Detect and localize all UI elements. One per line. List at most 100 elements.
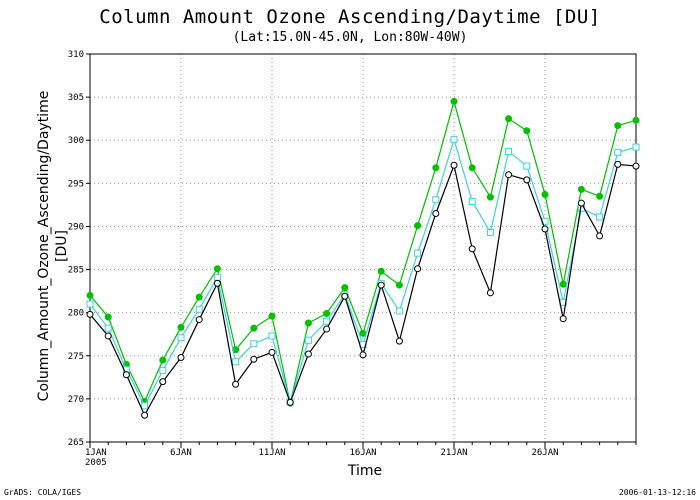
y-tick-label: 290 <box>68 222 84 232</box>
x-tick-label: 1JAN <box>85 448 107 458</box>
y-axis-title: Column_Amount_Ozone_Ascending/Daytime <box>36 91 52 402</box>
data-point <box>250 324 258 332</box>
data-point <box>268 332 276 340</box>
data-point <box>523 162 531 170</box>
data-point <box>432 196 440 204</box>
y-tick-label: 280 <box>68 309 84 319</box>
data-point <box>505 147 513 155</box>
data-point <box>341 292 349 300</box>
data-point <box>304 350 312 358</box>
data-point <box>395 307 403 315</box>
data-point <box>632 143 640 151</box>
data-point <box>177 323 185 331</box>
data-point <box>505 115 513 123</box>
data-point <box>450 97 458 105</box>
y-axis-unit: [DU] <box>54 230 70 262</box>
data-point <box>523 127 531 135</box>
data-point <box>268 348 276 356</box>
data-point <box>250 355 258 363</box>
data-point <box>541 225 549 233</box>
x-axis-title: Time <box>347 463 382 479</box>
grid <box>90 54 636 442</box>
data-point <box>541 191 549 199</box>
data-point <box>177 354 185 362</box>
data-point <box>486 193 494 201</box>
data-point <box>122 371 130 379</box>
y-tick-label: 285 <box>68 266 84 276</box>
x-tick-label: 26JAN <box>531 448 558 458</box>
footer-timestamp: 2006-01-13-12:16 <box>618 488 696 497</box>
data-point <box>450 135 458 143</box>
data-point <box>395 281 403 289</box>
footer-credit: GrADS: COLA/IGES <box>4 488 82 497</box>
data-point <box>559 280 567 288</box>
data-point <box>614 122 622 130</box>
x-tick-label: 11JAN <box>258 448 285 458</box>
y-tick-label: 265 <box>68 438 84 448</box>
data-point <box>86 291 94 299</box>
data-point <box>323 317 331 325</box>
data-point <box>432 210 440 218</box>
data-point <box>195 293 203 301</box>
data-point <box>141 411 149 419</box>
plot-frame <box>89 53 637 443</box>
data-point <box>559 315 567 323</box>
data-point <box>232 358 240 366</box>
data-point <box>486 289 494 297</box>
data-point <box>414 222 422 230</box>
data-point <box>577 185 585 193</box>
chart-title: Column Amount Ozone Ascending/Daytime [D… <box>99 6 601 28</box>
series-group <box>86 97 640 419</box>
data-point <box>432 164 440 172</box>
data-point <box>414 265 422 273</box>
data-point <box>213 265 221 273</box>
data-point <box>323 310 331 318</box>
data-point <box>304 319 312 327</box>
data-point <box>104 332 112 340</box>
data-point <box>632 162 640 170</box>
data-point <box>596 192 604 200</box>
data-point <box>213 273 221 281</box>
x-tick-label: 21JAN <box>440 448 467 458</box>
data-point <box>159 366 167 374</box>
data-point <box>468 164 476 172</box>
data-point <box>195 305 203 313</box>
data-point <box>486 228 494 236</box>
data-point <box>505 171 513 179</box>
data-point <box>159 378 167 386</box>
data-point <box>177 334 185 342</box>
data-point <box>632 116 640 124</box>
data-point <box>414 249 422 257</box>
data-point <box>250 340 258 348</box>
series-1 <box>86 97 640 407</box>
data-point <box>395 337 403 345</box>
data-point <box>614 160 622 168</box>
data-point <box>450 161 458 169</box>
data-point <box>323 325 331 333</box>
data-point <box>213 279 221 287</box>
data-point <box>159 356 167 364</box>
series-3 <box>86 160 640 419</box>
data-point <box>86 300 94 308</box>
data-point <box>523 176 531 184</box>
y-tick-label: 300 <box>68 136 84 146</box>
data-point <box>468 197 476 205</box>
data-point <box>86 310 94 318</box>
data-point <box>468 245 476 253</box>
data-point <box>377 281 385 289</box>
data-point <box>596 213 604 221</box>
data-point <box>377 267 385 275</box>
data-point <box>232 380 240 388</box>
chart-subtitle: (Lat:15.0N-45.0N, Lon:80W-40W) <box>232 30 468 45</box>
y-tick-label: 310 <box>68 50 84 60</box>
x-tick-sublabel: 2005 <box>85 458 107 468</box>
y-tick-label: 295 <box>68 179 84 189</box>
y-tick-label: 305 <box>68 93 84 103</box>
data-point <box>341 284 349 292</box>
data-point <box>141 402 149 410</box>
data-point <box>286 398 294 406</box>
data-point <box>596 232 604 240</box>
data-point <box>359 351 367 359</box>
